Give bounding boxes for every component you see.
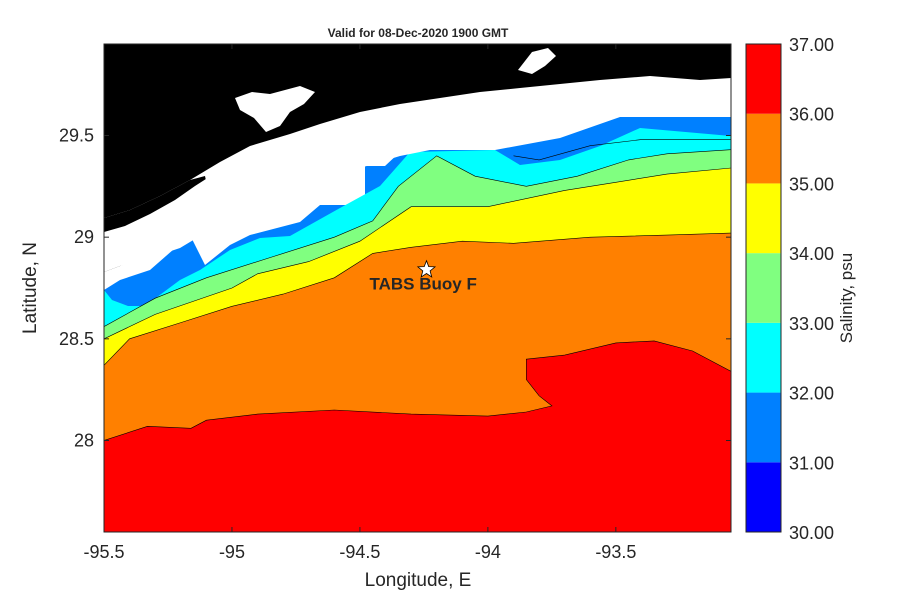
- bay-inlet-2: [518, 48, 556, 74]
- x-axis: -95.5 -95 -94.5 -94 -93.5: [83, 44, 636, 562]
- colorbar-swatch-36-37: [746, 44, 781, 114]
- buoy-label: TABS Buoy F: [370, 275, 477, 294]
- colorbar-tick-label: 35.00: [789, 174, 834, 194]
- colorbar-tick-label: 31.00: [789, 453, 834, 473]
- buoy-star-marker: [416, 259, 437, 278]
- x-tick-label: -94: [475, 542, 501, 562]
- x-axis-label: Longitude, E: [365, 570, 472, 591]
- land-mass: [104, 44, 731, 218]
- colorbar-label: Salinity, psu: [837, 253, 856, 343]
- colorbar-swatch-32-33: [746, 322, 781, 393]
- colorbar-tick-label: 32.00: [789, 384, 834, 404]
- colorbar-frame: [745, 43, 782, 533]
- colorbar-swatch-34-35: [746, 183, 781, 254]
- colorbar-tick-label: 34.00: [789, 244, 834, 264]
- y-axis-label: Latitude, N: [20, 242, 41, 334]
- y-tick-label: 28.5: [59, 329, 94, 349]
- contour-lines: [104, 139, 731, 441]
- y-tick-label: 28: [74, 431, 94, 451]
- contour-line-33: [104, 149, 731, 327]
- colorbar-tick-label: 36.00: [789, 105, 834, 125]
- x-tick-label: -94.5: [339, 542, 380, 562]
- x-tick-label: -93.5: [595, 542, 636, 562]
- colorbar-swatch-30-31: [746, 462, 781, 532]
- colorbar-swatch-31-32: [746, 392, 781, 463]
- band-36-37: [104, 340, 731, 532]
- figure-title: Valid for 08-Dec-2020 1900 GMT: [328, 26, 509, 40]
- axes-frame: [103, 43, 732, 533]
- contour-line-36: [104, 340, 731, 441]
- colorbar-swatch-33-34: [746, 253, 781, 323]
- colorbar-tick-label: 33.00: [789, 314, 834, 334]
- colorbar: 30.00 31.00 32.00 33.00 34.00 35.00 36.00 37.00: [745, 35, 834, 543]
- y-axis: 28 28.5 29 29.5: [59, 126, 731, 451]
- colorbar-tick-label: 30.00: [789, 523, 834, 543]
- contour-line-32: [513, 139, 731, 161]
- y-tick-label: 29.5: [59, 126, 94, 146]
- coastal-nodata-strip: [104, 82, 731, 272]
- x-tick-label: -95: [219, 542, 245, 562]
- colorbar-tick-label: 37.00: [789, 35, 834, 55]
- contour-line-34: [104, 167, 731, 340]
- contour-line-35: [104, 232, 731, 366]
- colorbar-swatch-35-36: [746, 113, 781, 184]
- bay-inlet-1: [235, 86, 315, 132]
- x-tick-label: -95.5: [83, 542, 124, 562]
- y-tick-label: 29: [74, 227, 94, 247]
- map-plot-area: TABS Buoy F: [104, 44, 731, 532]
